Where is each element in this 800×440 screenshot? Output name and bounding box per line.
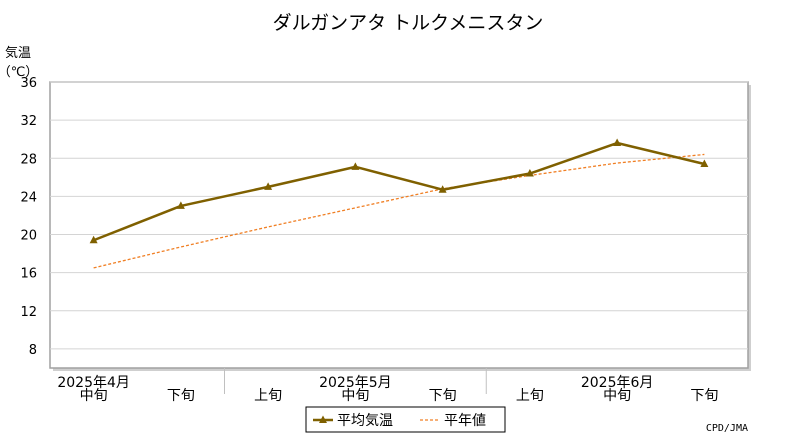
observed-point bbox=[700, 159, 709, 167]
plot-frame bbox=[49, 81, 751, 371]
x-tick-label: 下旬 bbox=[429, 388, 457, 404]
series-layer bbox=[89, 138, 709, 269]
y-tick-label: 20 bbox=[20, 229, 37, 244]
x-tick-label: 下旬 bbox=[690, 388, 718, 404]
y-tick-label: 28 bbox=[20, 152, 37, 167]
observed-line bbox=[93, 141, 705, 242]
y-tick-label: 8 bbox=[29, 343, 37, 358]
x-month-label: 2025年6月 bbox=[581, 375, 654, 391]
x-tick-labels: 中旬 下旬 上旬 中旬 下旬 上旬 中旬 下旬 2025年4月 2025年5月 2025年6月 bbox=[57, 368, 718, 404]
y-axis-label: 気温 bbox=[5, 45, 31, 61]
y-tick-label: 24 bbox=[20, 190, 37, 205]
legend: 平均気温 平年値 bbox=[305, 406, 506, 433]
grid-lines bbox=[50, 81, 748, 350]
y-tick-label: 36 bbox=[20, 76, 37, 91]
legend-normal-label: 平年値 bbox=[444, 413, 486, 429]
observed-point bbox=[176, 201, 185, 209]
observed-point bbox=[613, 138, 622, 147]
legend-observed-label: 平均気温 bbox=[337, 413, 393, 429]
x-tick-label: 下旬 bbox=[167, 388, 195, 404]
y-axis-unit: （℃） bbox=[0, 65, 38, 80]
x-tick-label: 中旬 bbox=[603, 388, 631, 404]
y-tick-label: 32 bbox=[20, 114, 37, 129]
y-tick-label: 12 bbox=[20, 305, 37, 320]
observed-point bbox=[351, 162, 360, 170]
observed-point bbox=[438, 185, 447, 193]
x-tick-label: 中旬 bbox=[80, 388, 108, 404]
plot-area bbox=[49, 81, 749, 369]
legend-observed-marker bbox=[319, 415, 327, 423]
observed-point bbox=[89, 235, 98, 244]
legend-box bbox=[305, 406, 506, 433]
observed-point bbox=[525, 169, 534, 177]
x-tick-label: 中旬 bbox=[341, 388, 369, 404]
y-tick-label: 16 bbox=[20, 267, 37, 282]
x-tick-label: 上旬 bbox=[516, 388, 544, 404]
chart-title: ダルガンアタ トルクメニスタン bbox=[273, 12, 544, 34]
y-tick-labels: 8 12 16 20 24 28 32 36 bbox=[20, 76, 37, 358]
x-tick-label: 上旬 bbox=[254, 388, 282, 404]
x-month-label: 2025年4月 bbox=[57, 375, 130, 391]
observed-point bbox=[264, 182, 273, 190]
credit-text: CPD/JMA bbox=[706, 423, 748, 434]
x-month-label: 2025年5月 bbox=[319, 375, 392, 391]
